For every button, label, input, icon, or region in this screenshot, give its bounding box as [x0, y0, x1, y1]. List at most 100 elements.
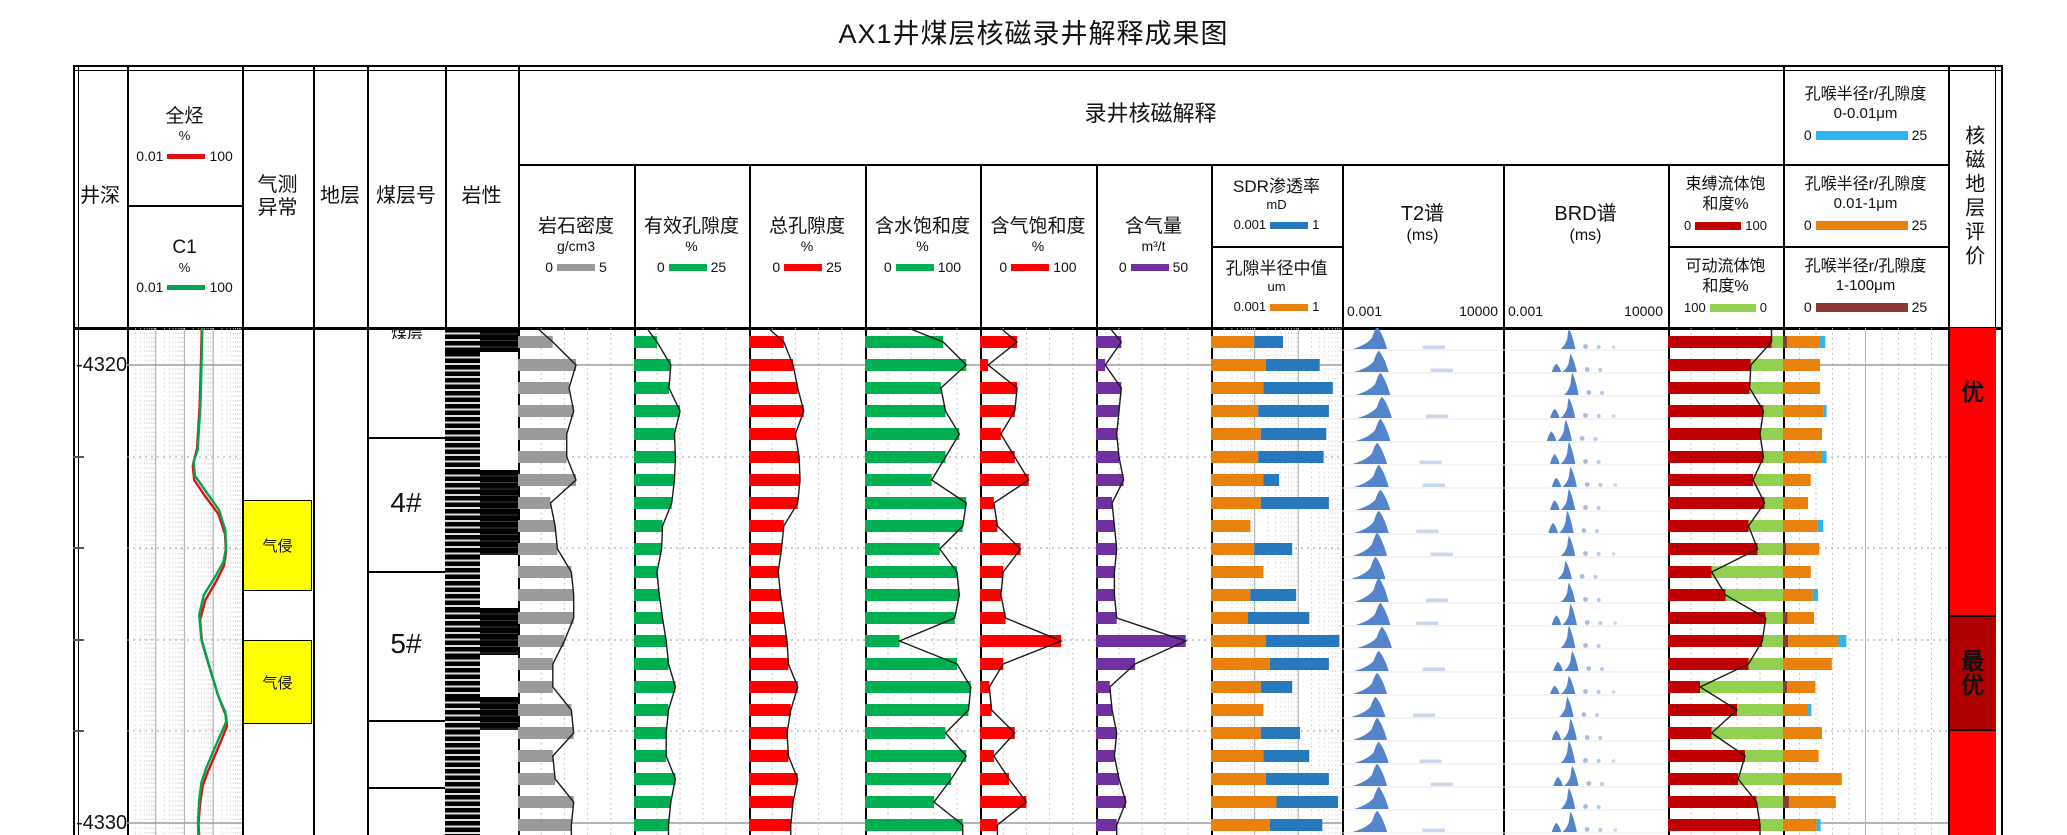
lithology-coal-stripes [445, 470, 480, 555]
lithology-blank [480, 655, 518, 697]
header-group-nmr-interpretation: 录井核磁解释 [1084, 101, 1217, 127]
legend-line-qj [167, 153, 206, 159]
scale-total-hydrocarbon: 0.01 100 [136, 147, 233, 164]
lithology-coal-stripes [445, 655, 480, 697]
lithology-coal-stripes [445, 697, 480, 730]
grid-vline [1342, 164, 1344, 835]
seam-top-label-clipped: 煤层 [390, 328, 423, 339]
grid-vline [127, 65, 129, 835]
header-nmr-evaluation: 核磁地层评价 [1961, 124, 1984, 269]
legend-bar-gas-content [1130, 264, 1169, 272]
seam-divider [367, 571, 445, 573]
header-total-hydrocarbon: 全烃 % 0.01 100 [136, 105, 233, 164]
header-lithology: 岩性 [461, 185, 502, 208]
grid-vline [313, 65, 315, 835]
depth-tick [73, 730, 84, 732]
legend-line-c1 [167, 285, 206, 291]
evaluation-block: 最优 [1949, 617, 1996, 731]
legend-bar-bound-fluid [1695, 222, 1742, 231]
header-track-gas-saturation: 含气饱和度 % 0 100 [990, 216, 1086, 276]
header-track-pore-throat-mid: 孔喉半径r/孔隙度 0.01-1μm 0 25 [1803, 176, 1928, 234]
grid-vline [1783, 65, 1785, 835]
depth-tick [73, 547, 84, 549]
track-pore-throat-radius [1783, 328, 1948, 835]
grid-vline [2001, 65, 2003, 835]
grid-hline-top-inner [73, 70, 2003, 71]
track-effective-porosity [634, 328, 749, 835]
track-bound-movable-fluid [1668, 328, 1783, 835]
header-track-eff-porosity: 有效孔隙度 % 0 25 [643, 216, 739, 276]
header-track-t2: T2谱 (ms) [1400, 202, 1445, 245]
depth-label: -4320 [76, 354, 128, 376]
lithology-coal-solid [480, 697, 518, 730]
track-sdr-permeability [1211, 328, 1342, 835]
track-total-hydrocarbon-c1 [127, 328, 242, 835]
legend-bar-pt-mid [1815, 221, 1908, 231]
evaluation-label: 最优 [1961, 647, 1984, 698]
legend-bar-gas-saturation [1011, 264, 1050, 272]
grid-vline [73, 65, 75, 835]
header-track-pore-throat-small: 孔喉半径r/孔隙度 0-0.01μm 0 25 [1803, 85, 1928, 143]
grid-hline-sdr-split [1211, 246, 1342, 248]
scale-brd: 0.001 10000 [1508, 303, 1663, 320]
evaluation-block [1949, 731, 1996, 835]
track-t2-spectrum [1342, 328, 1503, 834]
grid-vline [242, 65, 244, 835]
header-depth: 井深 [80, 185, 120, 208]
legend-bar-eff-porosity [668, 264, 707, 272]
legend-bar-total-porosity [784, 264, 823, 272]
lithology-coal-solid [480, 470, 518, 555]
lithology-coal-stripes [445, 352, 480, 470]
header-track-brd: BRD谱 (ms) [1554, 202, 1617, 245]
lithology-coal-stripes [445, 555, 480, 608]
page-title: AX1井煤层核磁录井解释成果图 [838, 19, 1229, 49]
header-gas-anomaly: 气测异常 [257, 174, 298, 219]
track-total-porosity [749, 328, 865, 835]
grid-hline-group [518, 164, 1948, 166]
header-track-pore-throat-large: 孔喉半径r/孔隙度 1-100μm 0 25 [1803, 258, 1928, 316]
lithology-coal-stripes [445, 328, 480, 352]
header-track-pore-radius-median: 孔隙半径中值 um 0.001 1 [1225, 259, 1328, 315]
header-track-sdr-permeability: SDR渗透率 mD 0.001 1 [1233, 177, 1320, 233]
scale-c1: 0.01 100 [136, 279, 233, 296]
legend-bar-water-saturation [895, 264, 934, 272]
grid-hline-top [73, 65, 2003, 67]
gas-anomaly-box: 气侵 [243, 640, 312, 724]
seam-label: 5# [390, 628, 422, 659]
grid-vline [518, 65, 520, 835]
header-c1: C1 % 0.01 100 [136, 237, 233, 296]
legend-bar-movable-fluid [1709, 304, 1756, 313]
lithology-coal-stripes [445, 730, 480, 835]
lithology-blank [480, 730, 518, 835]
seam-divider [367, 787, 445, 789]
track-gas-content [1096, 328, 1211, 835]
legend-bar-pt-small [1815, 130, 1908, 140]
grid-hline-header-bottom [73, 326, 2003, 330]
header-track-water-saturation: 含水饱和度 % 0 100 [874, 216, 970, 276]
gas-anomaly-box: 气侵 [243, 500, 312, 591]
grid-hline-fluid-split [1668, 246, 1948, 248]
seam-divider [367, 720, 445, 722]
grid-vline [1995, 65, 1996, 835]
seam-divider [367, 437, 445, 439]
depth-tick [73, 456, 84, 458]
legend-bar-density [557, 264, 595, 272]
depth-label: -4330 [76, 812, 128, 834]
scale-t2: 0.001 10000 [1347, 303, 1498, 320]
grid-vline [1503, 164, 1505, 835]
grid-vline [1948, 65, 1950, 835]
lithology-coal-solid [480, 608, 518, 655]
lithology-blank [480, 352, 518, 470]
legend-bar-pore-median [1270, 303, 1309, 311]
seam-label: 4# [390, 487, 422, 518]
evaluation-block: 优 [1949, 328, 1996, 617]
header-track-movable-fluid: 可动流体饱 和度% 100 0 [1684, 258, 1767, 316]
header-seam-number: 煤层号 [376, 185, 436, 208]
header-formation: 地层 [320, 185, 360, 208]
grid-vline [78, 65, 79, 835]
track-gas-saturation [980, 328, 1096, 835]
grid-hline-qj-c1 [127, 205, 242, 207]
lithology-coal-solid [480, 328, 518, 352]
